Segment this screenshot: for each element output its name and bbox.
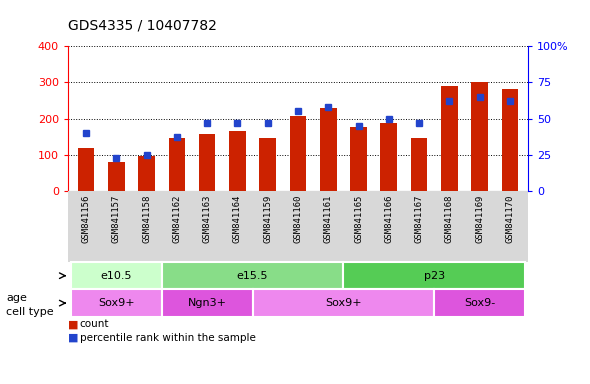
Text: GSM841158: GSM841158 [142,195,151,243]
Text: GSM841167: GSM841167 [415,195,424,243]
Text: GSM841169: GSM841169 [475,195,484,243]
Text: percentile rank within the sample: percentile rank within the sample [80,333,255,343]
Bar [441,86,458,191]
Text: GSM841162: GSM841162 [172,195,181,243]
Text: cell type: cell type [6,307,54,317]
Bar [260,138,276,191]
Text: GSM841163: GSM841163 [202,195,212,243]
Text: e10.5: e10.5 [100,271,132,281]
Bar [162,290,253,317]
Bar [343,262,525,290]
Text: ■: ■ [68,319,78,329]
Text: Sox9+: Sox9+ [325,298,362,308]
Bar [71,290,162,317]
Text: GSM841160: GSM841160 [293,195,303,243]
Text: GSM841157: GSM841157 [112,195,121,243]
Text: count: count [80,319,109,329]
Text: Sox9-: Sox9- [464,298,495,308]
Bar [169,138,185,191]
Text: age: age [6,293,27,303]
Bar [78,147,94,191]
Text: Sox9+: Sox9+ [98,298,135,308]
Text: GSM841165: GSM841165 [354,195,363,243]
Text: Ngn3+: Ngn3+ [188,298,227,308]
Text: GSM841170: GSM841170 [506,195,514,243]
Bar [320,108,336,191]
Text: GSM841168: GSM841168 [445,195,454,243]
Bar [381,123,397,191]
Text: GDS4335 / 10407782: GDS4335 / 10407782 [68,19,217,33]
Text: GSM841159: GSM841159 [263,195,272,243]
Bar [411,138,427,191]
Text: GSM841161: GSM841161 [324,195,333,243]
Bar [350,127,367,191]
Text: GSM841156: GSM841156 [81,195,90,243]
Bar [229,131,245,191]
Text: ■: ■ [68,333,78,343]
Bar [253,290,434,317]
Bar [108,162,124,191]
Text: e15.5: e15.5 [237,271,268,281]
Bar [138,156,155,191]
Text: p23: p23 [424,271,445,281]
Text: GSM841164: GSM841164 [233,195,242,243]
Bar [162,262,343,290]
Bar [434,290,525,317]
Bar [199,134,215,191]
Bar [290,116,306,191]
Bar [471,82,488,191]
Bar [71,262,162,290]
Text: GSM841166: GSM841166 [384,195,394,243]
Bar [502,89,518,191]
